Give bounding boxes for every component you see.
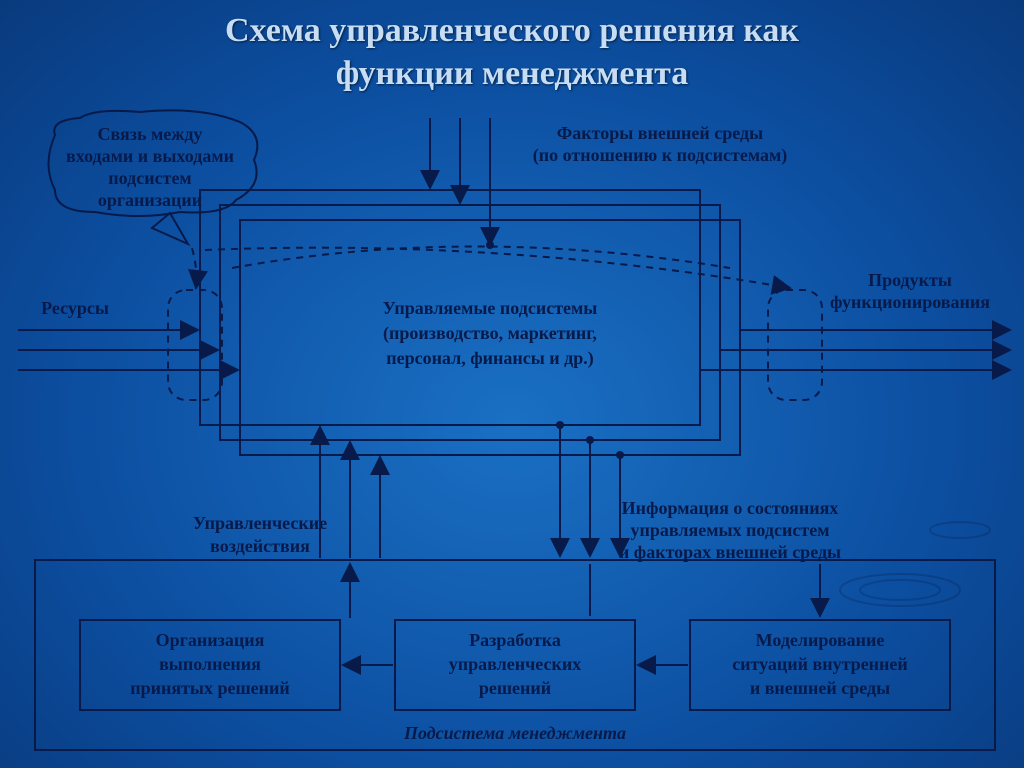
svg-text:управляемых подсистем: управляемых подсистем bbox=[631, 520, 830, 540]
svg-text:Организация: Организация bbox=[156, 630, 265, 650]
svg-text:(по отношению к подсистемам): (по отношению к подсистемам) bbox=[533, 145, 787, 166]
right-dashed-oval bbox=[768, 290, 822, 400]
products-label: Продукты bbox=[868, 270, 952, 290]
svg-text:решений: решений bbox=[479, 678, 551, 698]
svg-text:и факторах внешней среды: и факторах внешней среды bbox=[619, 542, 841, 562]
ripple-decoration bbox=[840, 522, 990, 606]
resources-label: Ресурсы bbox=[41, 298, 109, 318]
svg-text:подсистем: подсистем bbox=[108, 168, 191, 188]
svg-text:принятых решений: принятых решений bbox=[130, 678, 290, 698]
svg-text:Разработка: Разработка bbox=[469, 630, 561, 650]
callout-arrow-left bbox=[192, 248, 197, 288]
info-label: Информация о состояниях bbox=[622, 498, 839, 518]
svg-text:(производство, маркетинг,: (производство, маркетинг, bbox=[383, 323, 597, 344]
factors-label: Факторы внешней среды bbox=[557, 123, 763, 143]
svg-text:организации: организации bbox=[98, 190, 202, 210]
svg-text:и внешней среды: и внешней среды bbox=[750, 678, 890, 698]
diagram-canvas: Связь между входами и выходами подсистем… bbox=[0, 0, 1024, 768]
impacts-label: Управленческие bbox=[193, 513, 327, 533]
svg-text:воздействия: воздействия bbox=[210, 536, 310, 556]
svg-text:функционирования: функционирования bbox=[830, 292, 990, 312]
callout-text: Связь между bbox=[98, 124, 203, 144]
top-dashed-curve bbox=[232, 247, 730, 269]
svg-text:выполнения: выполнения bbox=[159, 654, 261, 674]
callout-arrow-right bbox=[205, 248, 790, 288]
subsystem-label: Подсистема менеджмента bbox=[403, 723, 626, 743]
svg-text:управленческих: управленческих bbox=[449, 654, 581, 674]
svg-text:ситуаций внутренней: ситуаций внутренней bbox=[732, 654, 908, 674]
svg-text:персонал, финансы и др.): персонал, финансы и др.) bbox=[386, 348, 594, 369]
svg-text:Моделирование: Моделирование bbox=[756, 630, 885, 650]
managed-text: Управляемые подсистемы bbox=[383, 298, 598, 318]
callout-tail bbox=[152, 213, 188, 244]
left-dashed-oval bbox=[168, 290, 222, 400]
svg-text:входами и выходами: входами и выходами bbox=[66, 146, 234, 166]
